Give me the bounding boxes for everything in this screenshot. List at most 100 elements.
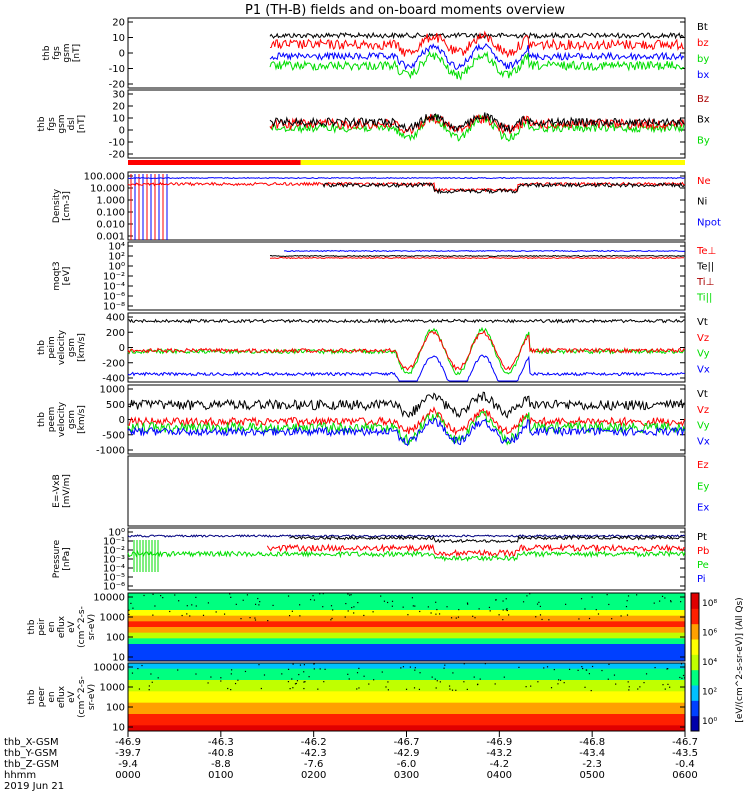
- peir-speckle: [162, 597, 164, 599]
- peer-speckle: [405, 688, 408, 690]
- peer-speckle: [402, 666, 405, 668]
- peer-speckle: [588, 673, 591, 675]
- peir-speckle: [349, 594, 351, 596]
- peer-speckle: [281, 673, 283, 675]
- peir-speckle: [458, 608, 460, 611]
- peir-speckle: [670, 600, 672, 602]
- peer-speckle: [207, 682, 209, 684]
- peir-speckle: [539, 614, 542, 616]
- x-row-value: -2.3: [582, 759, 602, 770]
- peer-ylabel-line: (cm^2-s-: [77, 676, 87, 718]
- fgs-ylabel-line: gsm: [62, 43, 72, 62]
- density-legend-ne: Ne: [697, 176, 711, 187]
- x-row-value: -40.8: [208, 748, 234, 759]
- peir-speckle: [488, 606, 491, 609]
- x-row-value: -8.8: [211, 759, 231, 770]
- x-row-label: thb_Z-GSM: [4, 759, 59, 770]
- pressure-ylabel-line: [nPa]: [62, 547, 72, 570]
- temp-ytick-label: 10⁰: [108, 262, 125, 273]
- peir-speckle: [536, 603, 539, 605]
- peer-speckle: [530, 685, 532, 687]
- x-row-value: 0300: [394, 770, 419, 781]
- peer-ylabel-line: thb: [27, 689, 37, 704]
- peer-speckle: [452, 672, 454, 674]
- peim-legend-vz: Vz: [697, 333, 709, 344]
- pressure-legend-pe: Pe: [697, 560, 709, 571]
- fgs-frame: [127, 17, 686, 89]
- temp-legend-te⊥: Te⊥: [696, 246, 716, 257]
- x-row-value: -42.9: [394, 748, 420, 759]
- peir-ylabel-line: sr-eV): [87, 614, 97, 640]
- peir-speckle: [611, 618, 613, 620]
- peir-speckle: [344, 616, 346, 618]
- peir-speckle: [128, 609, 130, 611]
- colorbar-segment: [691, 639, 699, 655]
- peir-speckle: [309, 598, 312, 601]
- efield-ylabel-line: [mV/m]: [62, 474, 72, 508]
- peer-speckle: [368, 683, 370, 685]
- x-row-value: 0000: [115, 770, 140, 781]
- peim-vy-series: [127, 326, 685, 376]
- peir-speckle: [564, 603, 567, 605]
- peer-speckle: [436, 680, 438, 682]
- peer-speckle: [295, 682, 297, 685]
- peir-speckle: [625, 605, 628, 608]
- peim-ylabel-line: velocity: [57, 329, 67, 365]
- peer-speckle: [543, 667, 545, 669]
- peer-speckle: [628, 686, 630, 688]
- x-row-value: -4.2: [490, 759, 510, 770]
- density-ytick-label: 0.010: [96, 220, 125, 231]
- efield-frame: [127, 455, 686, 527]
- peir-speckle: [620, 615, 622, 617]
- peer-speckle: [385, 686, 387, 688]
- peer-speckle: [582, 667, 584, 670]
- peem-ylabel-line: gsm: [67, 410, 77, 429]
- peir-speckle: [186, 605, 188, 607]
- peir-energy-band: [128, 604, 685, 611]
- x-row-value: 0100: [208, 770, 233, 781]
- peir-speckle: [414, 605, 416, 607]
- peir-speckle: [498, 614, 500, 616]
- peir-speckle: [505, 609, 507, 611]
- peer-speckle: [451, 689, 454, 691]
- peim-frame: [127, 312, 686, 383]
- fgs_dsl-ylabel-line: [nT]: [77, 115, 87, 133]
- peir-energy-band: [128, 621, 685, 628]
- peer-energy-band: [128, 680, 685, 687]
- peer-speckle: [654, 666, 656, 669]
- peer-ytick-label: 10: [112, 723, 125, 734]
- peim-ytick-label: 200: [106, 328, 125, 339]
- peer-speckle: [639, 686, 641, 688]
- peer-speckle: [577, 669, 579, 671]
- colorbar-segment: [691, 669, 699, 686]
- peir-speckle: [664, 597, 666, 599]
- peir-speckle: [419, 610, 421, 613]
- peer-speckle: [414, 667, 416, 669]
- mode-bar-red: [128, 160, 301, 165]
- colorbar-segment: [691, 685, 699, 701]
- peir-speckle: [450, 617, 453, 619]
- fgs-ytick-label: -20: [109, 80, 125, 91]
- density-frame: [127, 171, 686, 241]
- mode-bar-yellow: [300, 160, 685, 165]
- temp-ytick-label: 10⁻²: [103, 272, 125, 283]
- peer-energy-band: [128, 697, 685, 704]
- peer-energy-band: [128, 702, 685, 709]
- peir-speckle: [412, 605, 414, 607]
- peer-speckle: [324, 668, 326, 670]
- peer-speckle: [494, 683, 496, 685]
- peer-speckle: [358, 667, 360, 670]
- peir-energy-band: [128, 644, 685, 651]
- peir-speckle: [350, 594, 352, 596]
- peir-speckle: [229, 593, 231, 595]
- peir-speckle: [242, 599, 244, 601]
- peer-speckle: [303, 664, 305, 666]
- peir-speckle: [330, 605, 333, 607]
- fgs-legend-bt: Bt: [697, 22, 708, 33]
- peer-speckle: [667, 668, 669, 670]
- peir-speckle: [230, 596, 232, 598]
- peir-energy-band: [128, 615, 685, 622]
- peir-speckle: [653, 602, 655, 604]
- peir-speckle: [478, 608, 480, 610]
